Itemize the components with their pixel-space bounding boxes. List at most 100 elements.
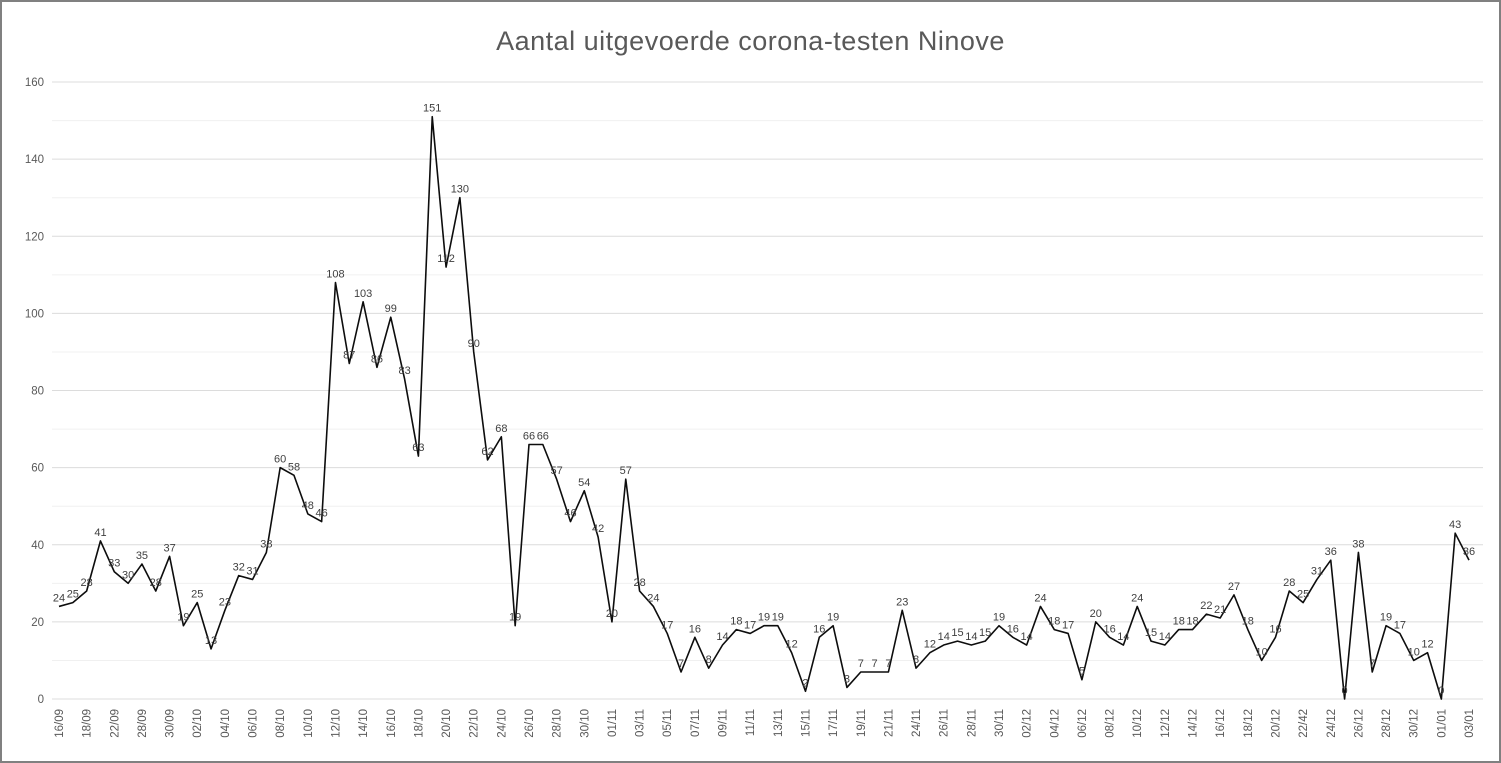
x-tick-label: 24/10 — [496, 709, 508, 738]
x-tick-label: 20/10 — [441, 709, 453, 738]
data-point-label: 18 — [1242, 616, 1254, 628]
data-point-label: 46 — [564, 508, 576, 520]
data-point-label: 38 — [1352, 538, 1364, 550]
data-point-label: 7 — [885, 658, 891, 670]
data-point-label: 12 — [924, 639, 936, 651]
x-tick-label: 13/11 — [773, 709, 785, 737]
data-point-label: 46 — [316, 508, 328, 520]
data-point-label: 130 — [451, 184, 469, 196]
x-tick-label: 16/10 — [386, 709, 398, 738]
data-point-label: 37 — [163, 542, 175, 554]
data-point-label: 25 — [67, 589, 79, 601]
data-point-label: 16 — [813, 623, 825, 635]
x-tick-label: 02/12 — [1022, 709, 1034, 738]
x-tick-label: 07/11 — [690, 709, 702, 737]
data-point-label: 54 — [578, 477, 590, 489]
data-point-label: 15 — [951, 627, 963, 639]
data-point-label: 35 — [136, 550, 148, 562]
data-point-label: 17 — [1062, 619, 1074, 631]
data-point-label: 27 — [1228, 581, 1240, 593]
x-tick-label: 28/11 — [966, 709, 978, 737]
chart-title: Aantal uitgevoerde corona-testen Ninove — [496, 26, 1005, 56]
x-tick-label: 30/11 — [994, 709, 1006, 737]
data-point-label: 38 — [260, 538, 272, 550]
data-point-label: 16 — [689, 623, 701, 635]
data-point-label: 19 — [1380, 612, 1392, 624]
x-tick-label: 16/09 — [54, 709, 66, 738]
data-point-label: 31 — [246, 565, 258, 577]
y-tick-label: 40 — [31, 540, 44, 552]
data-point-label: 5 — [1079, 666, 1085, 678]
x-tick-label: 15/11 — [800, 709, 812, 737]
x-tick-label: 04/12 — [1049, 709, 1061, 738]
data-point-label: 99 — [385, 303, 397, 315]
data-point-label: 28 — [150, 577, 162, 589]
data-point-label: 66 — [537, 430, 549, 442]
data-point-label: 43 — [1449, 519, 1461, 531]
data-point-label: 16 — [1007, 623, 1019, 635]
data-point-label: 17 — [744, 619, 756, 631]
x-tick-label: 09/11 — [718, 709, 730, 737]
data-point-label: 24 — [53, 592, 65, 604]
data-point-label: 19 — [827, 612, 839, 624]
data-point-label: 18 — [1173, 616, 1185, 628]
data-point-label: 36 — [1325, 546, 1337, 558]
x-tick-label: 16/12 — [1215, 709, 1227, 738]
data-point-label: 68 — [495, 423, 507, 435]
data-point-label: 25 — [1297, 589, 1309, 601]
y-tick-label: 100 — [25, 308, 44, 320]
data-point-label: 24 — [1034, 592, 1046, 604]
data-point-label: 41 — [94, 527, 106, 539]
y-tick-label: 60 — [31, 463, 44, 475]
data-point-label: 28 — [633, 577, 645, 589]
x-tick-label: 01/01 — [1436, 709, 1448, 738]
x-tick-label: 22/09 — [109, 709, 121, 738]
x-tick-label: 21/11 — [883, 709, 895, 737]
data-point-label: 0 — [1342, 685, 1348, 697]
data-point-label: 83 — [398, 365, 410, 377]
data-point-label: 10 — [1256, 646, 1268, 658]
data-point-label: 3 — [844, 673, 850, 685]
y-tick-label: 120 — [25, 231, 44, 243]
x-tick-label: 12/10 — [330, 709, 342, 738]
data-point-label: 16 — [1103, 623, 1115, 635]
data-point-label: 10 — [1408, 646, 1420, 658]
data-point-label: 17 — [661, 619, 673, 631]
x-tick-label: 10/12 — [1132, 709, 1144, 738]
x-tick-label: 12/12 — [1160, 709, 1172, 738]
x-tick-label: 08/10 — [275, 709, 287, 738]
data-point-label: 12 — [786, 639, 798, 651]
data-point-label: 14 — [1159, 631, 1171, 643]
data-point-label: 87 — [343, 350, 355, 362]
x-tick-label: 18/09 — [82, 709, 94, 738]
data-point-label: 7 — [1369, 658, 1375, 670]
data-point-label: 31 — [1311, 565, 1323, 577]
y-tick-label: 140 — [25, 154, 44, 166]
x-tick-label: 06/10 — [248, 709, 260, 738]
data-point-label: 8 — [706, 654, 712, 666]
y-tick-label: 0 — [38, 694, 44, 706]
data-point-label: 30 — [122, 569, 134, 581]
x-tick-label: 30/10 — [579, 709, 591, 738]
data-point-label: 14 — [1117, 631, 1129, 643]
data-point-label: 21 — [1214, 604, 1226, 616]
y-tick-label: 80 — [31, 386, 44, 398]
data-point-label: 2 — [802, 677, 808, 689]
x-tick-label: 18/10 — [413, 709, 425, 738]
x-tick-label: 28/12 — [1381, 709, 1393, 738]
x-tick-label: 19/11 — [856, 709, 868, 737]
data-point-label: 16 — [1269, 623, 1281, 635]
data-point-label: 57 — [620, 465, 632, 477]
data-point-label: 20 — [606, 608, 618, 620]
data-point-label: 57 — [551, 465, 563, 477]
x-tick-label: 24/12 — [1326, 709, 1338, 738]
x-tick-label: 24/11 — [911, 709, 923, 737]
data-point-label: 22 — [1200, 600, 1212, 612]
x-tick-label: 30/12 — [1409, 709, 1421, 738]
data-point-label: 25 — [191, 589, 203, 601]
data-point-label: 23 — [219, 596, 231, 608]
data-point-label: 12 — [1421, 639, 1433, 651]
x-tick-label: 01/11 — [607, 709, 619, 737]
x-tick-label: 18/12 — [1243, 709, 1255, 738]
